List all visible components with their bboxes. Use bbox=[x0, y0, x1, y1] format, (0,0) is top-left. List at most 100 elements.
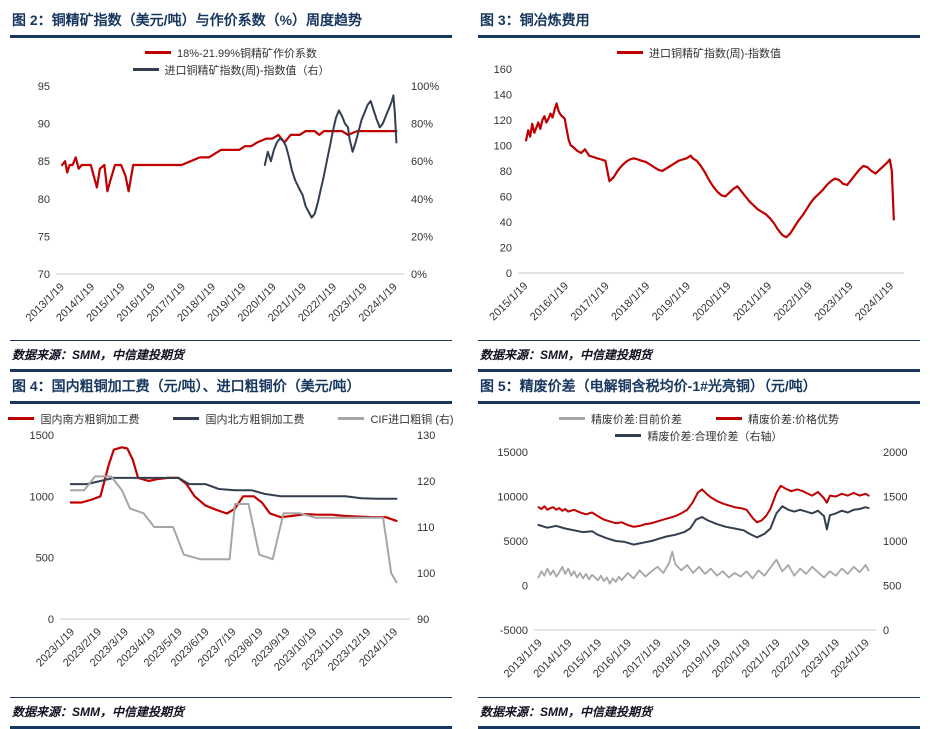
series-line-0 bbox=[69, 445, 398, 522]
legend-item: 18%-21.99%铜精矿作价系数 bbox=[145, 45, 317, 61]
y-axis-right: 0 500 1000 1500 2000 bbox=[883, 447, 907, 637]
tick-label: 500 bbox=[883, 580, 901, 592]
series-line-1 bbox=[263, 94, 398, 219]
fig5-title: 图 5：精废价差（电解铜含税均价-1#光亮铜）（元/吨） bbox=[480, 377, 817, 394]
tick-label: 80 bbox=[38, 194, 50, 206]
legend-swatch bbox=[338, 417, 365, 421]
tick-label: 2023/1/19 bbox=[812, 280, 855, 323]
fig5-legend: 精废价差:目前价差 精废价差:价格优势精废价差:合理价差（右轴） bbox=[478, 411, 920, 444]
tick-label: 80% bbox=[411, 118, 433, 130]
y-axis-left: 70 75 80 85 90 95 bbox=[38, 81, 50, 281]
y-axis-right: 90 100 110 120 130 bbox=[417, 430, 435, 626]
tick-label: 10000 bbox=[497, 491, 528, 503]
fig3-legend: 进口铜精矿指数(周)-指数值 bbox=[478, 45, 920, 61]
legend-item: 国内南方粗铜加工费 bbox=[8, 411, 139, 427]
fig4-chart: 0 500 1000 1500 90 100 110 120 130 2023/1/192023/… bbox=[30, 430, 436, 674]
tick-label: 1500 bbox=[30, 430, 54, 442]
tick-label: 1000 bbox=[30, 491, 54, 503]
tick-label: 2020/1/19 bbox=[691, 280, 734, 323]
series-line-1 bbox=[69, 476, 398, 500]
series-line-2 bbox=[537, 504, 870, 546]
legend-item: 精废价差:目前价差 bbox=[558, 411, 682, 427]
legend-row: 精废价差:目前价差 精废价差:价格优势 bbox=[478, 411, 920, 427]
legend-swatch bbox=[617, 51, 643, 55]
panel-fig3: 图 3：铜冶炼费用 进口铜精矿指数(周)-指数值 0 20 40 60 80 100 120… bbox=[478, 6, 920, 334]
panel-fig5: 图 5：精废价差（电解铜含税均价-1#光亮铜）（元/吨） 精废价差:目前价差 精废… bbox=[478, 372, 920, 691]
tick-label: 40% bbox=[411, 194, 433, 206]
tick-label: 2019/1/19 bbox=[650, 280, 693, 323]
tick-label: 100 bbox=[417, 568, 435, 580]
tick-label: 90 bbox=[417, 614, 429, 626]
tick-label: 0% bbox=[411, 269, 427, 281]
legend-label: 国内南方粗铜加工费 bbox=[40, 413, 140, 426]
tick-label: 40 bbox=[500, 217, 512, 229]
tick-label: 110 bbox=[417, 522, 435, 534]
tick-label: 100 bbox=[494, 140, 512, 152]
x-axis: 2015/1/192016/1/192017/1/192018/1/192019… bbox=[487, 280, 896, 323]
tick-label: 75 bbox=[38, 231, 50, 243]
series-line-0 bbox=[60, 129, 398, 193]
tick-label: 160 bbox=[494, 64, 512, 76]
tick-label: 20 bbox=[500, 242, 512, 254]
fig3-source: 数据来源：SMM，中信建投期货 bbox=[478, 339, 920, 372]
legend-row: 国内南方粗铜加工费 国内北方粗铜加工费 CIF进口粗铜 (右) bbox=[8, 411, 454, 427]
tick-label: 20% bbox=[411, 231, 433, 243]
fig2-legend: 18%-21.99%铜精矿作价系数 进口铜精矿指数(周)-指数值（右） bbox=[10, 45, 452, 78]
tick-label: 120 bbox=[417, 476, 435, 488]
legend-row: 进口铜精矿指数(周)-指数值（右） bbox=[10, 62, 452, 78]
legend-label: CIF进口粗铜 (右) bbox=[370, 413, 454, 426]
legend-label: 精废价差:价格优势 bbox=[748, 413, 840, 426]
legend-row: 18%-21.99%铜精矿作价系数 bbox=[10, 45, 452, 61]
legend-item: 进口铜精矿指数(周)-指数值（右） bbox=[132, 62, 330, 78]
tick-label: 2015/1/19 bbox=[487, 280, 530, 323]
tick-label: 2024/1/19 bbox=[853, 280, 896, 323]
title-rule bbox=[478, 34, 920, 38]
y-axis-left: -5000 0 5000 10000 15000 bbox=[497, 447, 528, 637]
y-axis-left: 0 20 40 60 80 100 120 140 160 bbox=[494, 64, 512, 280]
tick-label: 90 bbox=[38, 118, 50, 130]
legend-label: 进口铜精矿指数(周)-指数值（右） bbox=[164, 64, 330, 77]
legend-swatch bbox=[132, 68, 159, 72]
tick-label: 140 bbox=[494, 89, 512, 101]
tick-label: 5000 bbox=[504, 536, 528, 548]
fig5-chart: -5000 0 5000 10000 15000 0 500 1000 1500 2000 2013… bbox=[497, 447, 907, 680]
fig2-title: 图 2：铜精矿指数（美元/吨）与作价系数（%）周度趋势 bbox=[12, 12, 363, 28]
series-line-2 bbox=[69, 474, 398, 583]
title-rule bbox=[478, 400, 920, 404]
fig2-chart: 70 75 80 85 90 95 0% 20% 40% 60% 80% 100% 2013/1/192… bbox=[24, 81, 440, 324]
legend-label: 进口铜精矿指数(周)-指数值 bbox=[649, 47, 781, 60]
legend-swatch bbox=[615, 434, 642, 438]
fig2-source: 数据来源：SMM，中信建投期货 bbox=[10, 339, 452, 372]
legend-item: 精废价差:合理价差（右轴） bbox=[615, 428, 783, 444]
legend-label: 18%-21.99%铜精矿作价系数 bbox=[177, 47, 317, 60]
tick-label: 60 bbox=[500, 191, 512, 203]
fig3-title: 图 3：铜冶炼费用 bbox=[480, 12, 590, 28]
tick-label: 2017/1/19 bbox=[569, 280, 612, 323]
tick-label: 1500 bbox=[883, 491, 907, 503]
panel-fig4: 图 4：国内粗铜加工费（元/吨）、进口粗铜价（美元/吨） 国内南方粗铜加工费 国内… bbox=[8, 372, 454, 691]
legend-swatch bbox=[558, 417, 585, 421]
tick-label: 85 bbox=[38, 156, 50, 168]
tick-label: 80 bbox=[500, 166, 512, 178]
legend-item: 国内北方粗铜加工费 bbox=[173, 411, 304, 427]
tick-label: 70 bbox=[38, 269, 50, 281]
tick-label: 100% bbox=[411, 81, 439, 93]
y-axis-right: 0% 20% 40% 60% 80% 100% bbox=[411, 81, 439, 281]
tick-label: 130 bbox=[417, 430, 435, 442]
tick-label: 0 bbox=[522, 580, 528, 592]
fig3-chart: 0204060801001201401602015/1/192016/1/192… bbox=[487, 64, 904, 323]
tick-label: 2022/1/19 bbox=[772, 280, 815, 323]
legend-label: 精废价差:合理价差（右轴） bbox=[647, 430, 783, 443]
report-page: 图 2：铜精矿指数（美元/吨）与作价系数（%）周度趋势 18%-21.99%铜精… bbox=[8, 6, 920, 729]
panel-fig2: 图 2：铜精矿指数（美元/吨）与作价系数（%）周度趋势 18%-21.99%铜精… bbox=[10, 6, 452, 334]
tick-label: 15000 bbox=[497, 447, 528, 459]
y-axis-left: 0 500 1000 1500 bbox=[30, 430, 54, 626]
tick-label: 2018/1/19 bbox=[609, 280, 652, 323]
legend-swatch bbox=[716, 417, 742, 421]
x-axis: 2023/1/192023/2/192023/3/192023/4/192023… bbox=[34, 626, 400, 673]
series-line-0 bbox=[524, 102, 895, 239]
legend-item: 精废价差:价格优势 bbox=[716, 411, 839, 427]
title-rule bbox=[10, 34, 452, 38]
tick-label: 2016/1/19 bbox=[528, 280, 571, 323]
fig4-legend: 国内南方粗铜加工费 国内北方粗铜加工费 CIF进口粗铜 (右) bbox=[8, 411, 454, 427]
